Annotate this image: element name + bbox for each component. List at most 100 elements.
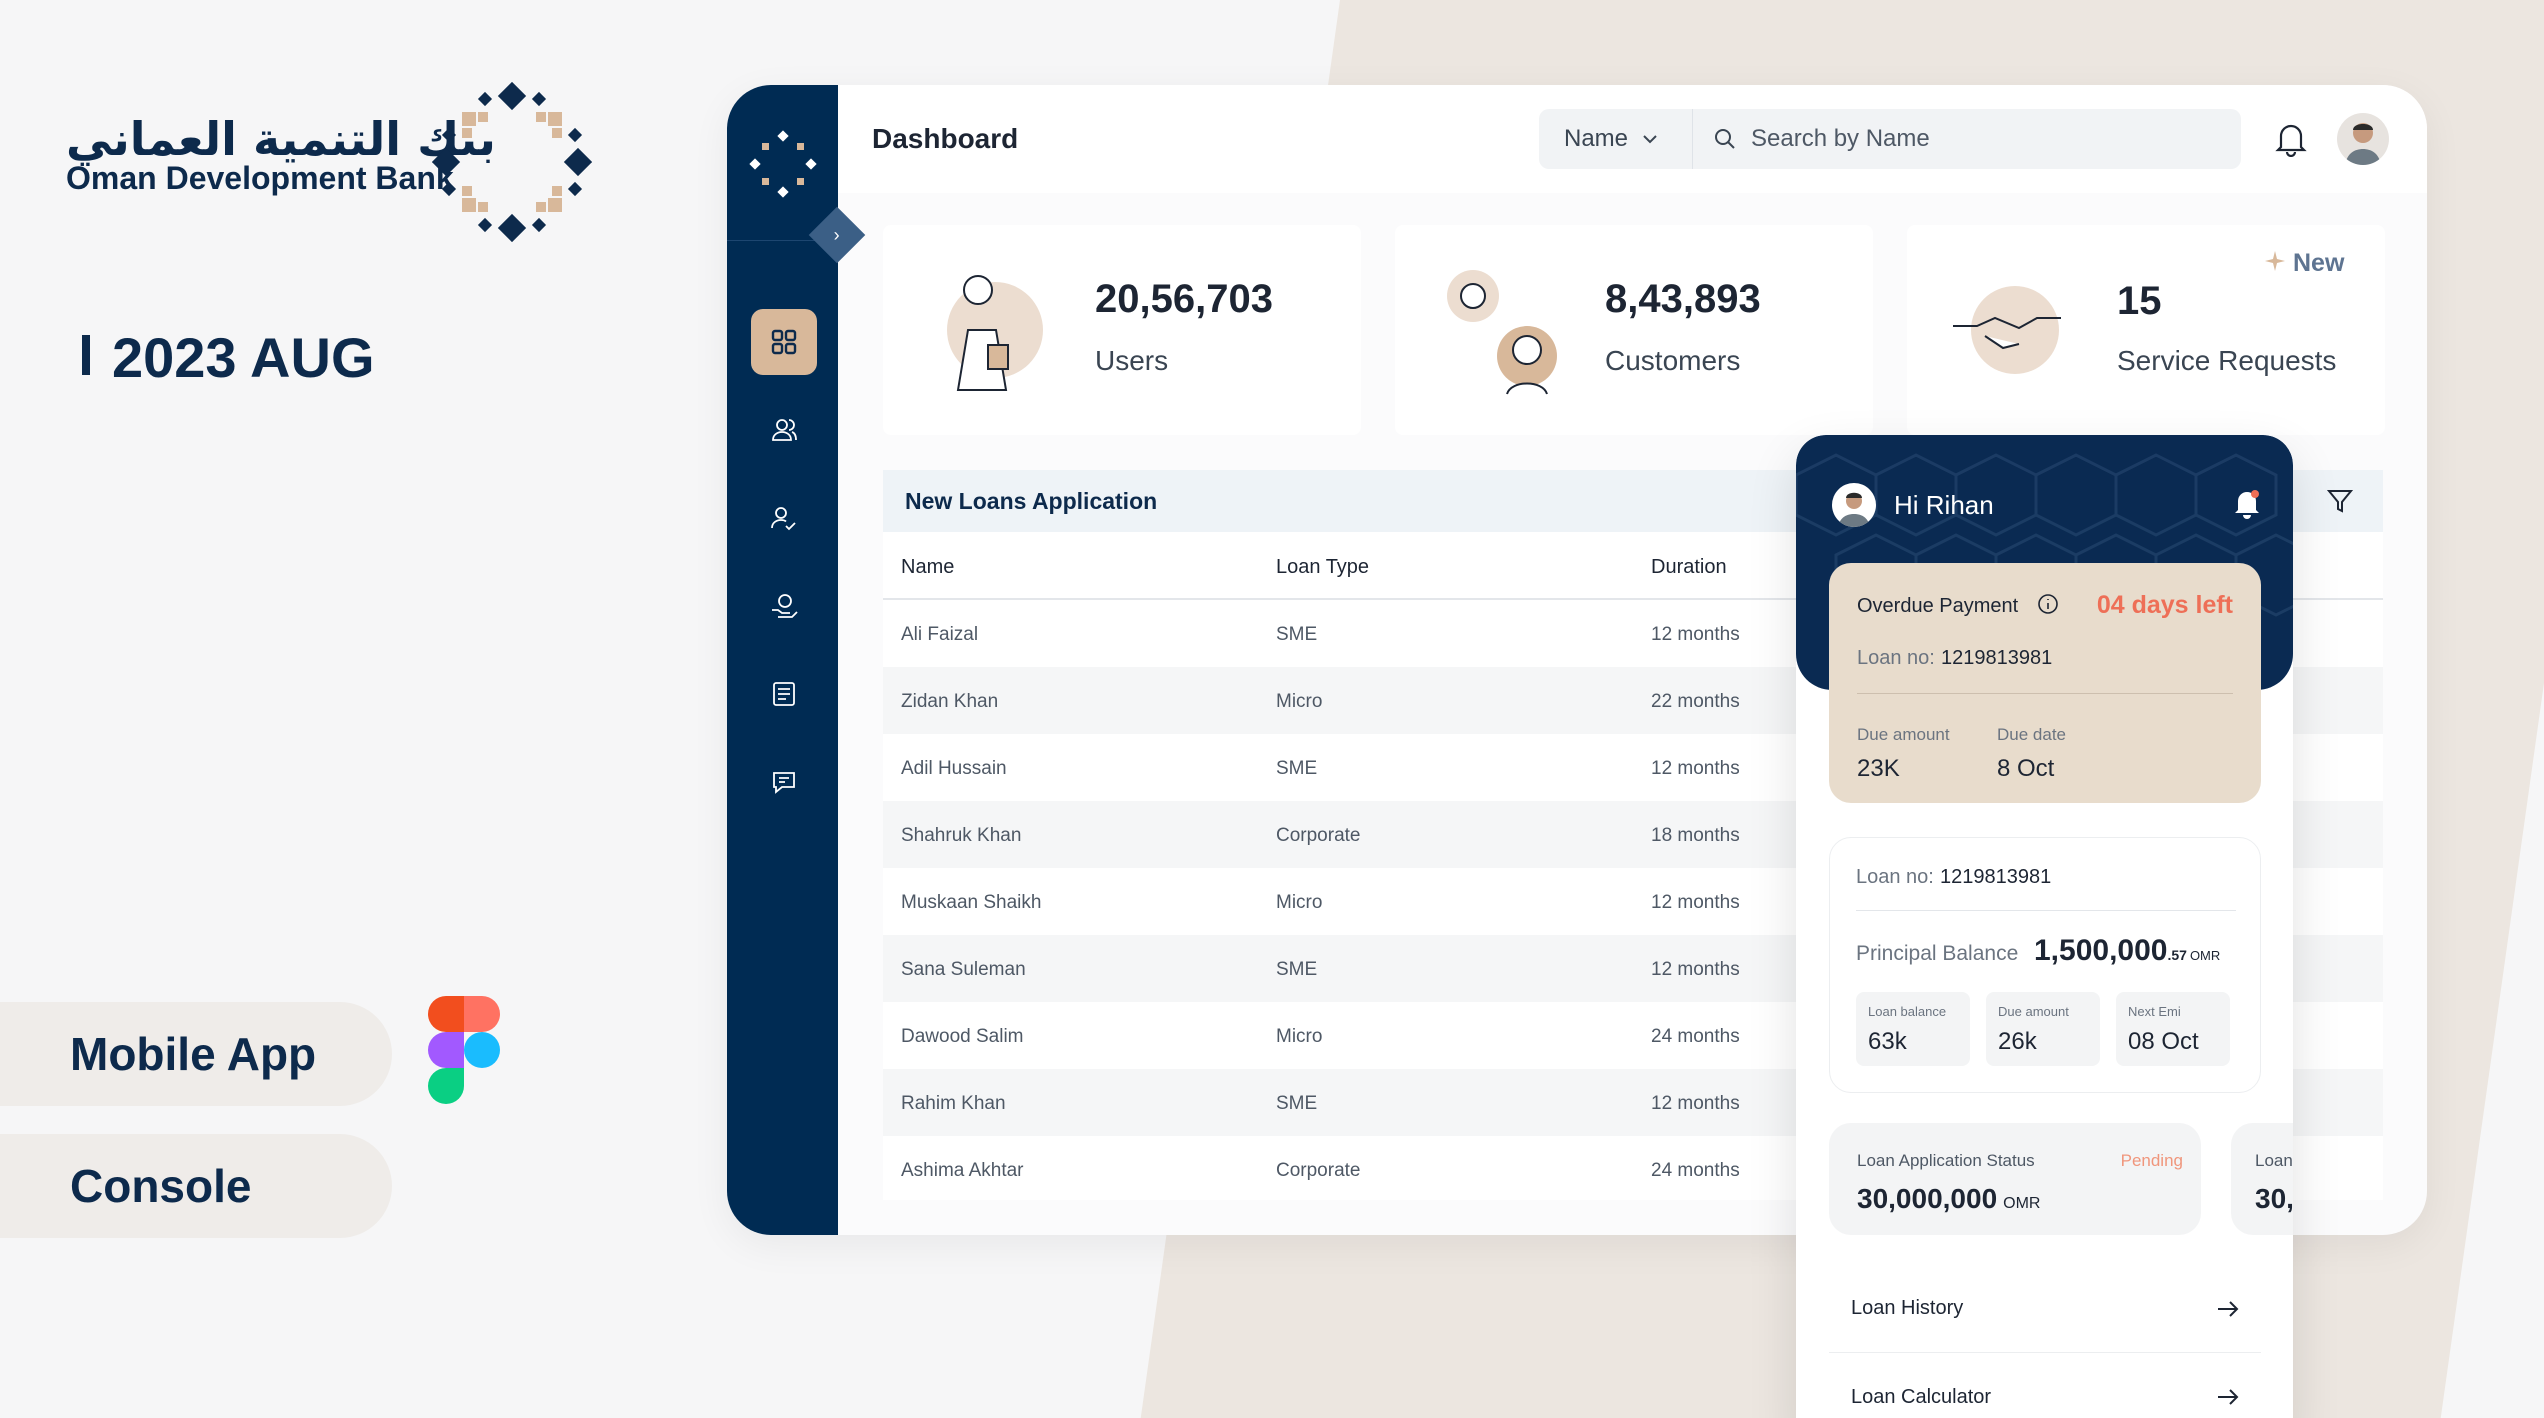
status-currency: OMR — [2003, 1195, 2041, 1212]
sidebar-item-reports[interactable] — [751, 661, 817, 727]
sidebar-logo-icon — [749, 130, 817, 198]
search-icon — [1715, 129, 1735, 149]
info-icon[interactable] — [2037, 593, 2059, 615]
arrow-right-icon — [2218, 1300, 2239, 1317]
cell-loan-type: Corporate — [1276, 1160, 1361, 1181]
sub-due-amount-label: Due amount — [1998, 1004, 2069, 1019]
loan-calculator-label: Loan Calculator — [1851, 1385, 1992, 1408]
table-row[interactable]: Ali Faizal SME 12 months — [883, 600, 2383, 667]
customers-illustration-icon — [1447, 270, 1557, 395]
cell-duration: 22 months — [1651, 691, 1740, 712]
cell-duration: 12 months — [1651, 758, 1740, 779]
sidebar-item-customers[interactable] — [751, 485, 817, 551]
search-filter-value: Name — [1564, 125, 1629, 152]
mobile-app-screen: Hi Rihan Overdue Payment 04 days left Lo… — [1796, 435, 2293, 1418]
overdue-days-left: 04 days left — [2096, 591, 2233, 619]
next-status-label: Loan — [2255, 1151, 2293, 1170]
search-input[interactable]: Search by Name — [1693, 125, 2241, 153]
due-date-value: 8 Oct — [1997, 755, 2055, 782]
cell-name: Sana Suleman — [901, 959, 1026, 980]
sidebar-item-users[interactable] — [751, 397, 817, 463]
cell-name: Ali Faizal — [901, 624, 979, 645]
loan-number: 1219813981 — [1940, 866, 2052, 888]
cell-name: Ashima Akhtar — [901, 1160, 1024, 1181]
col-header-name[interactable]: Name — [901, 556, 955, 578]
filter-icon[interactable] — [2327, 488, 2353, 514]
due-date-label: Due date — [1997, 725, 2066, 744]
avatar-icon — [2345, 123, 2381, 165]
sidebar-expand-button[interactable]: › — [808, 206, 866, 264]
overdue-divider — [1857, 693, 2233, 694]
due-amount-label: Due amount — [1857, 725, 1950, 744]
status-amount: 30,000,000 OMR — [1857, 1183, 2040, 1215]
loan-calculator-link[interactable]: Loan Calculator — [1829, 1353, 2261, 1418]
hand-coin-icon — [772, 594, 798, 618]
sidebar-item-service-requests[interactable] — [751, 749, 817, 815]
cell-name: Shahruk Khan — [901, 825, 1022, 846]
brand-name-english: Oman Development Bank — [66, 160, 454, 196]
status-amount-value: 30,000,000 — [1857, 1183, 1998, 1214]
stat-customers-value: 8,43,893 — [1605, 277, 1761, 321]
loan-number-label: Loan no: — [1856, 866, 1934, 888]
cell-loan-type: Micro — [1276, 1026, 1323, 1047]
overdue-loan-label: Loan no: — [1857, 647, 1935, 669]
page-title: Dashboard — [872, 123, 1019, 154]
status-label: Loan Application Status — [1857, 1151, 2035, 1170]
cell-loan-type: SME — [1276, 624, 1318, 645]
col-header-loan-type[interactable]: Loan Type — [1276, 556, 1370, 578]
loan-history-label: Loan History — [1851, 1297, 1964, 1319]
table-row[interactable]: Adil Hussain SME 12 months — [883, 734, 2383, 801]
search-filter-select[interactable]: Name — [1539, 109, 1693, 169]
cell-name: Zidan Khan — [901, 691, 999, 712]
search-placeholder: Search by Name — [1751, 125, 1930, 152]
principal-decimal: .57 — [2167, 947, 2187, 963]
cell-duration: 24 months — [1651, 1026, 1740, 1047]
arrow-right-icon — [2218, 1389, 2239, 1405]
overdue-loan-number: 1219813981 — [1941, 647, 2053, 669]
chevron-down-icon — [1643, 135, 1657, 144]
loan-balance-box: Loan balance 63k — [1856, 992, 1970, 1066]
principal-amount: 1,500,000 — [2034, 934, 2168, 967]
sidebar-item-loans[interactable] — [751, 573, 817, 639]
cell-duration: 24 months — [1651, 1160, 1740, 1181]
stat-service-requests-label: Service Requests — [2117, 345, 2337, 376]
cell-duration: 18 months — [1651, 825, 1740, 846]
stat-card-service-requests: New 15 Service Requests — [1907, 225, 2385, 435]
sidebar-item-dashboard[interactable] — [751, 309, 817, 375]
table-row[interactable]: Dawood Salim Micro 24 months — [883, 1002, 2383, 1069]
cell-loan-type: Corporate — [1276, 825, 1361, 846]
brand-name-arabic: بنك التنمية العماني — [66, 112, 496, 166]
next-emi-box: Next Emi 08 Oct — [2116, 992, 2230, 1066]
loan-divider — [1856, 910, 2236, 911]
sidebar-divider — [727, 240, 838, 241]
date-accent-bar — [82, 335, 90, 375]
principal-value: 1,500,000.57 OMR — [2034, 934, 2220, 968]
table-row[interactable]: Ashima Akhtar Corporate 24 months — [883, 1136, 2383, 1203]
user-avatar[interactable] — [2337, 113, 2389, 165]
users-icon — [772, 419, 797, 441]
next-emi-value: 08 Oct — [2128, 1028, 2199, 1055]
cell-duration: 12 months — [1651, 892, 1740, 913]
notification-bell-icon[interactable] — [2275, 121, 2307, 157]
new-badge: New — [2293, 249, 2345, 277]
grid-icon — [771, 329, 797, 355]
cell-loan-type: Micro — [1276, 691, 1323, 712]
loan-balance-label: Loan balance — [1868, 1004, 1947, 1019]
document-icon — [773, 682, 795, 706]
mobile-avatar[interactable] — [1832, 483, 1876, 527]
brand-logo-icon — [432, 82, 592, 242]
loan-status-card-next[interactable]: Loan 30, — [2231, 1123, 2293, 1235]
cell-loan-type: SME — [1276, 758, 1318, 779]
table-row[interactable]: Muskaan Shaikh Micro 12 months — [883, 868, 2383, 935]
loan-summary-card[interactable]: Loan no: 1219813981 Principal Balance 1,… — [1829, 837, 2261, 1093]
loan-history-link[interactable]: Loan History — [1829, 1265, 2261, 1353]
cell-loan-type: SME — [1276, 959, 1318, 980]
due-amount-value: 23K — [1857, 755, 1900, 782]
cell-name: Adil Hussain — [901, 758, 1007, 779]
mobile-bell-icon[interactable] — [2234, 489, 2260, 519]
loan-application-status-card[interactable]: Loan Application Status Pending 30,000,0… — [1829, 1123, 2201, 1235]
overdue-payment-card[interactable]: Overdue Payment 04 days left Loan no: 12… — [1829, 563, 2261, 803]
col-header-duration[interactable]: Duration — [1651, 556, 1727, 578]
stat-users-value: 20,56,703 — [1095, 277, 1273, 321]
chat-icon — [773, 772, 795, 794]
